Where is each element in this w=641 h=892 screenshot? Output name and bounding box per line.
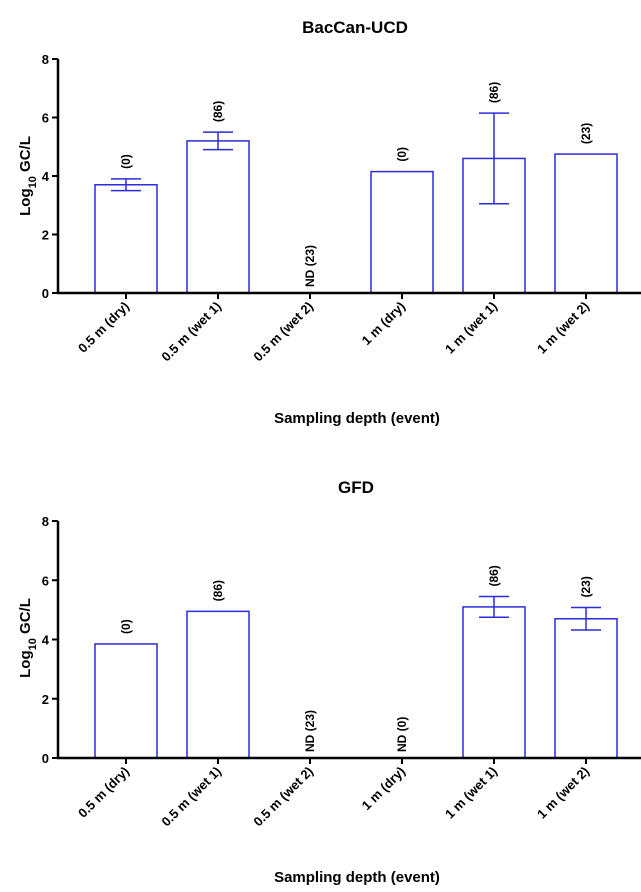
bar-annotation: (23) — [579, 576, 593, 597]
bar-annotation: ND (23) — [303, 245, 317, 287]
y-tick-label: 2 — [42, 692, 49, 707]
y-tick-label: 6 — [42, 573, 49, 588]
y-axis-label-rest: GC/L — [17, 136, 34, 176]
y-tick-label: 0 — [42, 751, 49, 766]
y-axis-label-sub: 10 — [27, 176, 39, 188]
chart-title: BacCan-UCD — [302, 18, 408, 37]
x-tick-label: 0.5 m (dry) — [75, 764, 132, 821]
bar-annotation: ND (23) — [303, 710, 317, 752]
bar — [554, 618, 618, 759]
y-axis-label-sub: 10 — [27, 638, 39, 650]
x-tick-label: 0.5 m (dry) — [75, 299, 132, 356]
x-tick-label: 1 m (wet 1) — [442, 764, 500, 822]
chart-baccan-ucd: BacCan-UCD Log10 GC/L Sampling depth (ev… — [17, 18, 641, 427]
bar — [370, 170, 434, 294]
x-tick-label: 1 m (wet 2) — [534, 764, 592, 822]
bar-annotation: (86) — [211, 580, 225, 601]
y-tick-label: 4 — [42, 169, 50, 184]
bar — [94, 184, 158, 294]
x-tick-label: 0.5 m (wet 1) — [158, 299, 224, 365]
bar-annotation: (23) — [579, 123, 593, 144]
bar — [186, 140, 250, 294]
y-axis-label: Log10 GC/L — [17, 136, 39, 216]
x-tick-label: 1 m (dry) — [359, 299, 408, 348]
bar-annotation: (86) — [487, 82, 501, 103]
bar — [186, 610, 250, 759]
x-tick-label: 0.5 m (wet 1) — [158, 764, 224, 830]
bar — [554, 153, 618, 294]
y-tick-label: 6 — [42, 111, 49, 126]
bar-annotation: ND (0) — [395, 717, 409, 752]
bar-annotation: (0) — [119, 619, 133, 634]
chart-title: GFD — [338, 478, 374, 497]
chart-gfd: GFD Log10 GC/L Sampling depth (event) 0 2… — [17, 478, 641, 886]
y-tick-label: 0 — [42, 286, 49, 301]
y-tick-label: 8 — [42, 52, 49, 67]
y-axis-label-rest: GC/L — [17, 598, 34, 638]
y-tick-label: 4 — [42, 633, 50, 648]
y-tick-label: 8 — [42, 514, 49, 529]
x-axis-label: Sampling depth (event) — [274, 410, 440, 427]
bar — [462, 606, 526, 759]
x-tick-label: 1 m (wet 1) — [442, 299, 500, 357]
x-tick-label: 1 m (dry) — [359, 764, 408, 813]
y-axis-label-main: Log — [17, 188, 34, 216]
y-tick-label: 2 — [42, 228, 49, 243]
x-tick-label: 1 m (wet 2) — [534, 299, 592, 357]
x-tick-label: 0.5 m (wet 2) — [250, 764, 316, 830]
bar — [94, 643, 158, 759]
y-axis-label: Log10 GC/L — [17, 598, 39, 678]
x-tick-label: 0.5 m (wet 2) — [250, 299, 316, 365]
bar-annotation: (86) — [487, 565, 501, 586]
y-axis-label-main: Log — [17, 650, 34, 678]
bar-annotation: (0) — [395, 147, 409, 162]
bar-annotation: (0) — [119, 154, 133, 169]
x-axis-label: Sampling depth (event) — [274, 869, 440, 886]
bar-annotation: (86) — [211, 101, 225, 122]
